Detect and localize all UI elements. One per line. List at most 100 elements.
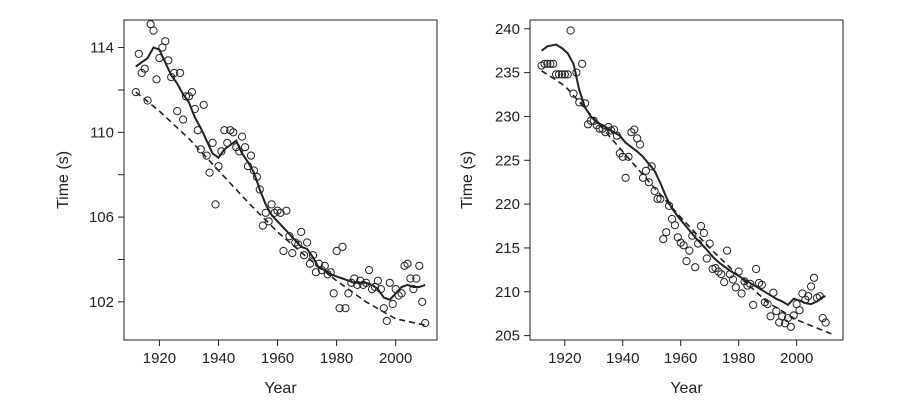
panel1-x-axis-label: Year <box>264 380 297 397</box>
panel1-data-point <box>365 266 374 275</box>
panel1-data-point <box>255 185 264 194</box>
panel1-y-tick-label: 110 <box>90 124 114 141</box>
panel2-data-point <box>720 278 729 287</box>
panel2-smooth-line <box>540 43 826 307</box>
panel2-data-point <box>728 275 738 284</box>
panel1-data-point <box>214 162 223 171</box>
panel2-data-point <box>665 201 674 210</box>
panel2-chart: 1920 1940 1960 1980 2000 205 210 215 220 225 230 23… <box>459 19 844 397</box>
panel1-data-point <box>155 54 164 63</box>
panel1-data-point <box>170 68 179 78</box>
panel2-y-tick-label: 215 <box>495 240 520 257</box>
panel1-data-point <box>193 126 202 135</box>
panel1-data-point <box>288 249 297 258</box>
panel1-data-point <box>143 96 152 105</box>
panel1-data-point <box>418 297 427 306</box>
panel1-data-point <box>388 299 397 309</box>
panel2-y-tick-label: 210 <box>495 284 520 301</box>
panel1-y-tick-label: 114 <box>90 40 114 57</box>
panel1-data-point <box>235 147 244 156</box>
panel1-data-point <box>362 278 371 287</box>
panel1-data-point <box>356 276 365 285</box>
panel1-data-point <box>415 261 424 270</box>
panel1-data-point <box>282 206 291 215</box>
panel2-data-point <box>691 263 700 272</box>
panel2-y-axis-label: Time (s) <box>459 151 476 209</box>
panel2-data-point <box>734 267 743 276</box>
panel1-data-point <box>317 266 326 275</box>
panel1-data-point <box>344 289 353 298</box>
panel2-data-point <box>578 59 587 68</box>
panel2-data-point <box>638 173 648 182</box>
panel2-x-tick-label: 2000 <box>780 350 813 367</box>
panel1-data-point <box>421 318 430 328</box>
panel1-data-point <box>179 115 188 124</box>
panel2-data-point <box>659 235 668 244</box>
panel2-data-point <box>569 89 578 98</box>
panel2-data-point <box>563 70 572 79</box>
panel2-data-point <box>552 70 561 79</box>
panel2-y-tick-label: 240 <box>495 21 520 38</box>
panel1-data-point <box>329 289 338 298</box>
panel2-x-tick-label: 1960 <box>664 350 697 367</box>
panel2-data-point <box>546 59 555 68</box>
panel2-data-point <box>581 99 590 108</box>
panel2-data-point <box>723 246 732 255</box>
panel2-data-point <box>702 254 711 263</box>
panel1-data-point <box>332 246 341 256</box>
panel1-data-point <box>297 227 306 236</box>
panel2-data-point <box>549 59 558 68</box>
panel2-data-point <box>757 280 767 289</box>
panel1-y-axis-label: Time (s) <box>55 151 72 209</box>
panel1-data-point <box>232 143 241 152</box>
panel1-data-point <box>335 304 344 313</box>
panel1-data-point <box>243 162 253 171</box>
panel1-data-point <box>412 274 421 283</box>
panel1-data-point <box>338 242 347 251</box>
panel1-data-point <box>220 126 229 135</box>
panel1-data-point <box>211 200 220 209</box>
panel1-x-tick-label: 2000 <box>379 350 412 367</box>
panel1-data-point <box>229 128 238 137</box>
panel1-data-point <box>305 259 315 268</box>
panel1-data-point <box>184 92 194 101</box>
panel2-data-point <box>766 312 775 321</box>
panel1-data-point <box>294 240 303 249</box>
panel2-data-point <box>786 322 795 331</box>
panel2-data-point <box>795 306 804 315</box>
panel1-data-point <box>397 289 406 298</box>
panel2-data-point <box>630 125 639 134</box>
panel2-data-point <box>662 228 671 237</box>
panel2-data-point <box>624 152 633 161</box>
panel1-data-point <box>164 56 173 65</box>
panel2-data-point <box>807 282 816 291</box>
panel1-data-point <box>161 37 170 46</box>
panel2-data-point <box>749 300 758 309</box>
panel1-data-point <box>303 238 312 247</box>
panel2-plot-frame <box>529 19 844 341</box>
panel2-data-point <box>644 178 653 187</box>
panel2-data-point <box>572 68 581 77</box>
panel2-data-point <box>815 292 824 301</box>
panel2-data-point <box>636 140 645 149</box>
panel1-data-point <box>308 251 318 260</box>
panel1-x-tick-label: 1980 <box>320 350 353 367</box>
panel2-data-point <box>670 221 680 230</box>
panel2-data-point <box>641 166 651 175</box>
panel1-data-point <box>190 104 199 114</box>
panel1-data-point <box>409 285 418 294</box>
panel1-smooth-line <box>135 46 426 301</box>
panel1-plot-frame <box>123 19 438 341</box>
panel1-data-point <box>285 232 294 241</box>
panel2-data-point <box>540 59 549 68</box>
panel2-data-point <box>737 289 746 298</box>
panel2-data-point <box>612 131 622 140</box>
panel1-data-point <box>152 75 161 84</box>
panel2-data-point <box>647 162 656 171</box>
panel1-data-point <box>341 304 350 313</box>
panel1-data-point <box>276 208 285 217</box>
panel1-data-point <box>140 64 149 73</box>
panel1-data-point <box>382 316 391 325</box>
panel2-data-point <box>746 279 755 288</box>
panel1-data-point <box>403 259 412 268</box>
